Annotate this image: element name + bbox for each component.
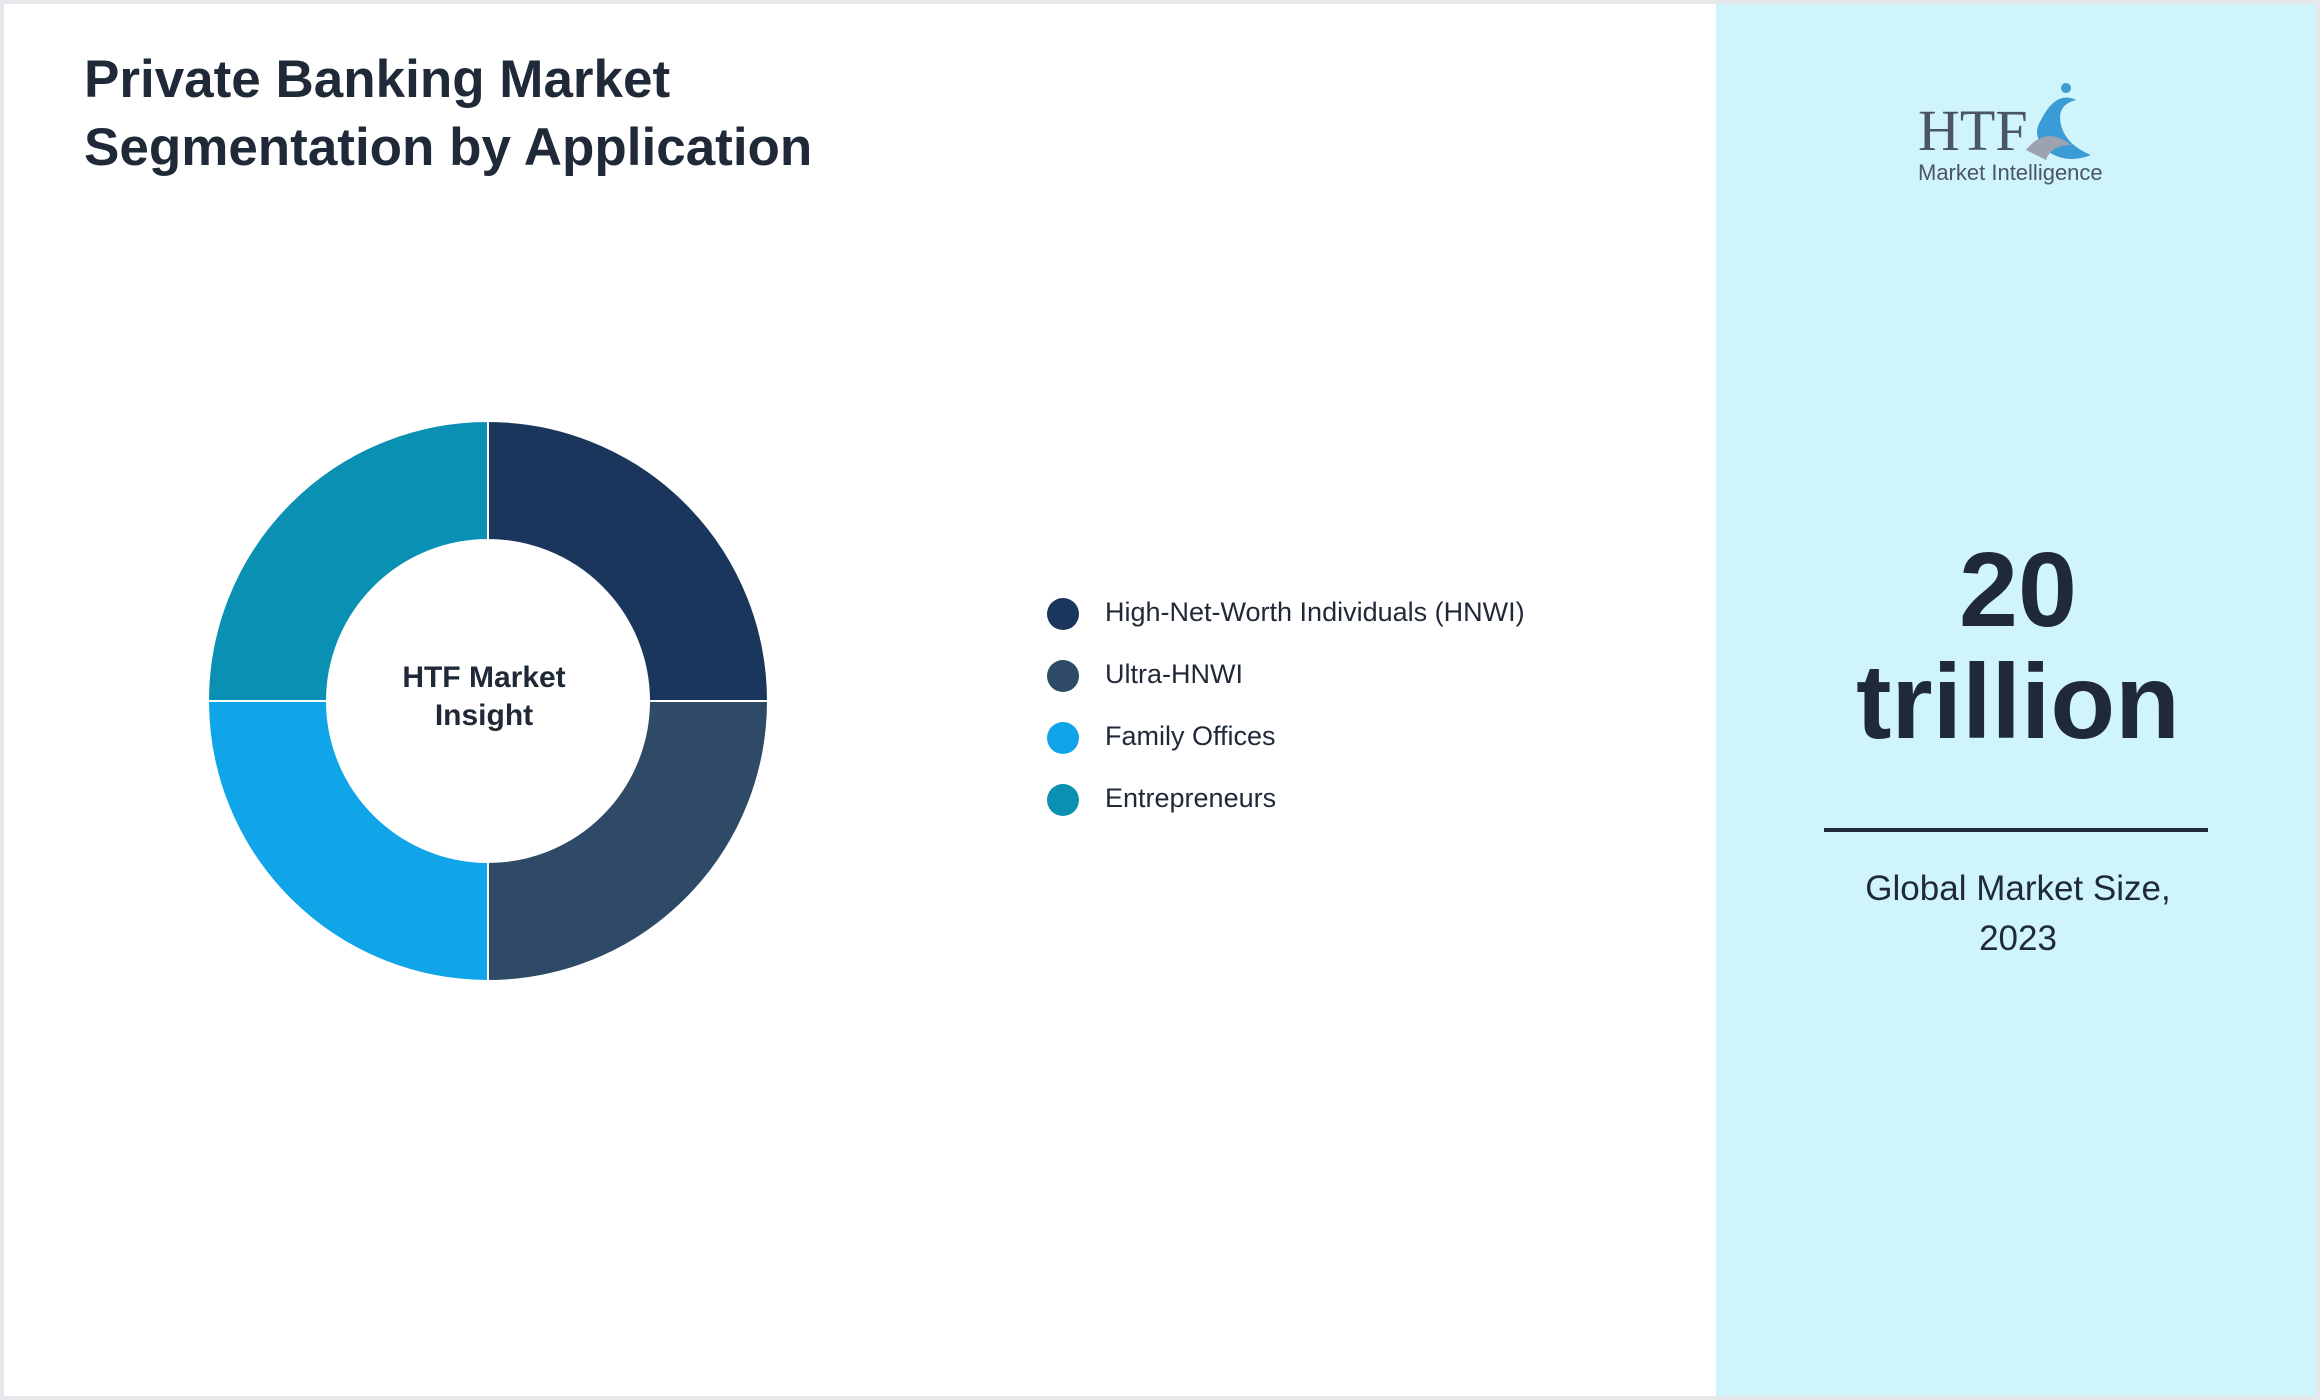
donut-slice [487, 419, 770, 702]
logo-tagline: Market Intelligence [1918, 160, 2103, 185]
logo-swirl [2026, 136, 2071, 160]
chart-title: Private Banking Market Segmentation by A… [84, 50, 813, 177]
stat-panel: HTF Market Intelligence 20 trillion Glob… [1716, 4, 2316, 1396]
stat-value: 20 trillion [1856, 531, 2180, 761]
legend-label: Ultra-HNWI [1105, 659, 1243, 689]
legend-swatch [1047, 598, 1079, 630]
center-label: HTF Market Insight [402, 661, 566, 732]
logo-dot [2061, 83, 2071, 93]
legend-label: Family Offices [1105, 721, 1276, 751]
legend-label: High-Net-Worth Individuals (HNWI) [1105, 597, 1525, 627]
logo-name: HTF [1918, 98, 2028, 163]
divider [1824, 828, 2208, 832]
legend-swatch [1047, 784, 1079, 816]
donut-slice [206, 700, 489, 983]
donut-slice [206, 419, 489, 702]
stat-label: Global Market Size, 2023 [1865, 869, 2171, 958]
legend-label: Entrepreneurs [1105, 783, 1276, 813]
chart: High-Net-Worth Individuals (HNWI) Ultra-H… [206, 419, 1525, 983]
logo: HTF Market Intelligence [1918, 83, 2103, 185]
legend-swatch [1047, 722, 1079, 754]
donut-slice [487, 700, 770, 983]
legend-swatch [1047, 660, 1079, 692]
